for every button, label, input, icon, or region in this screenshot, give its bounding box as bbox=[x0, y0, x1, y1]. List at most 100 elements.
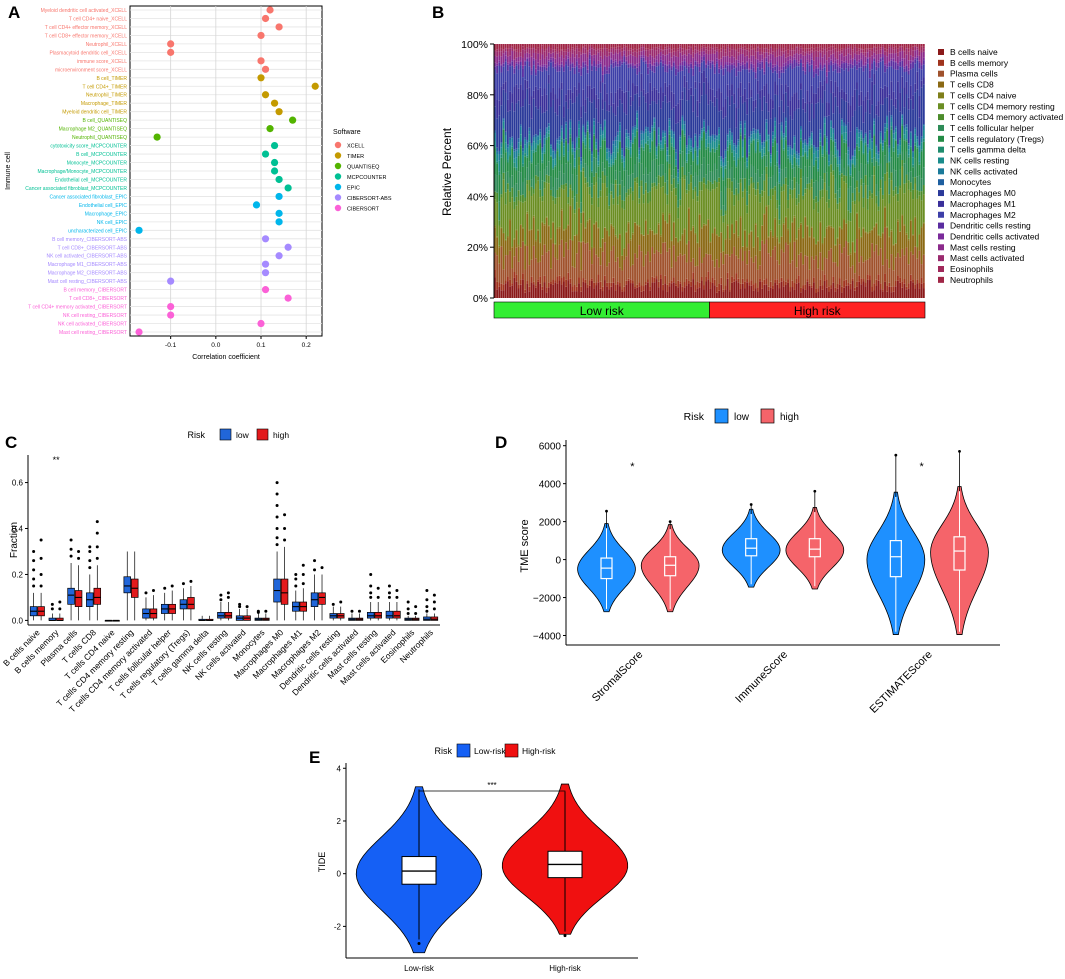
bar-segment bbox=[573, 86, 576, 103]
bar-segment bbox=[562, 146, 565, 155]
bar-segment bbox=[746, 168, 749, 192]
bar-segment bbox=[683, 134, 686, 137]
bar-segment bbox=[782, 286, 785, 298]
bar-segment bbox=[621, 51, 624, 57]
bar-segment bbox=[912, 56, 914, 61]
bar-segment bbox=[847, 210, 850, 221]
outlier bbox=[32, 568, 36, 572]
y-tick-label: -2 bbox=[334, 922, 342, 931]
bar-segment bbox=[627, 278, 630, 281]
bar-segment bbox=[638, 44, 641, 49]
bar-segment bbox=[681, 117, 684, 125]
bar-segment bbox=[845, 93, 848, 102]
bar-segment bbox=[668, 214, 671, 249]
bar-segment bbox=[922, 141, 925, 168]
bar-segment bbox=[765, 47, 768, 49]
bar-segment bbox=[789, 100, 792, 116]
bar-segment bbox=[909, 85, 912, 100]
bar-segment bbox=[593, 118, 596, 122]
bar-segment bbox=[899, 61, 902, 67]
bar-segment bbox=[860, 44, 863, 49]
bar-segment bbox=[743, 66, 746, 70]
bar-segment bbox=[700, 128, 703, 131]
bar-segment bbox=[912, 164, 914, 168]
bar-segment bbox=[539, 65, 542, 67]
bar-segment bbox=[668, 120, 671, 127]
bar-segment bbox=[506, 171, 509, 184]
bar-segment bbox=[634, 56, 636, 65]
bar-segment bbox=[696, 288, 699, 298]
bar-segment bbox=[877, 151, 880, 155]
bar-segment bbox=[912, 152, 914, 158]
bar-segment bbox=[554, 166, 557, 178]
bar-segment bbox=[655, 62, 658, 67]
bar-segment bbox=[552, 44, 555, 46]
bar-segment bbox=[756, 46, 759, 48]
bar-segment bbox=[573, 166, 576, 169]
bar-segment bbox=[685, 68, 688, 82]
bar-segment bbox=[659, 234, 662, 237]
bar-segment bbox=[668, 163, 671, 169]
bar-segment bbox=[875, 222, 878, 224]
bar-segment bbox=[720, 156, 723, 158]
bar-segment bbox=[506, 276, 509, 282]
bar-segment bbox=[806, 103, 809, 144]
bar-segment bbox=[761, 196, 764, 226]
box bbox=[393, 610, 401, 619]
bar-segment bbox=[851, 192, 854, 202]
bar-segment bbox=[515, 148, 518, 151]
bar-segment bbox=[541, 66, 544, 72]
bar-segment bbox=[700, 181, 703, 191]
bar-segment bbox=[511, 46, 514, 49]
bar-segment bbox=[679, 52, 682, 63]
bar-segment bbox=[754, 138, 757, 151]
box bbox=[745, 538, 758, 557]
bar-segment bbox=[871, 230, 874, 244]
bar-segment bbox=[608, 52, 611, 56]
bar-segment bbox=[532, 189, 535, 194]
bar-segment bbox=[804, 67, 807, 72]
bar-segment bbox=[836, 209, 839, 238]
bar-segment bbox=[537, 135, 539, 137]
bar-segment bbox=[556, 197, 559, 227]
bar-segment bbox=[823, 64, 826, 68]
bar-segment bbox=[696, 116, 699, 147]
bar-segment bbox=[871, 81, 874, 105]
bar-segment bbox=[743, 101, 746, 121]
bar-segment bbox=[901, 88, 904, 115]
bar-segment bbox=[627, 44, 630, 49]
bar-segment bbox=[584, 64, 587, 68]
bar-segment bbox=[713, 44, 716, 48]
bar-segment bbox=[582, 281, 585, 298]
bar-segment bbox=[769, 46, 772, 48]
bar-segment bbox=[763, 153, 766, 156]
bar-segment bbox=[709, 191, 712, 242]
bar-segment bbox=[519, 65, 522, 85]
bar-segment bbox=[556, 151, 559, 179]
bar-segment bbox=[875, 203, 878, 223]
legend-label: Plasma cells bbox=[950, 69, 998, 79]
bar-segment bbox=[528, 131, 531, 135]
bar-segment bbox=[914, 63, 917, 84]
bar-segment bbox=[778, 172, 781, 182]
bar-segment bbox=[806, 48, 809, 52]
bar-segment bbox=[644, 55, 647, 61]
bar-segment bbox=[791, 60, 794, 64]
bar-segment bbox=[802, 63, 805, 67]
bar-segment bbox=[733, 205, 736, 234]
bar-segment bbox=[722, 251, 725, 265]
bar-segment bbox=[868, 232, 871, 258]
bar-segment bbox=[797, 227, 800, 230]
bar-segment bbox=[709, 60, 712, 63]
bar-segment bbox=[500, 283, 503, 291]
bar-segment bbox=[672, 245, 675, 278]
bar-segment bbox=[537, 65, 539, 71]
bar-segment bbox=[884, 48, 886, 52]
bar-segment bbox=[690, 54, 693, 62]
bar-segment bbox=[647, 136, 649, 141]
bar-segment bbox=[668, 131, 671, 135]
legend-label: T cells CD4 memory resting bbox=[950, 101, 1055, 111]
bar-segment bbox=[530, 142, 533, 146]
bar-segment bbox=[696, 61, 699, 64]
bar-segment bbox=[685, 176, 688, 190]
